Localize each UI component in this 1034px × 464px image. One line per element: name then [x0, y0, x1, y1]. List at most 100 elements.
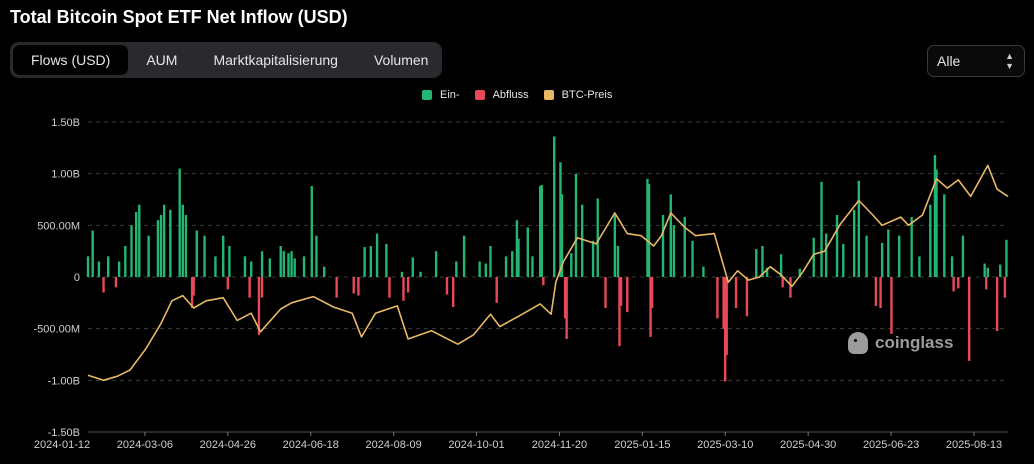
outflow-bar: [604, 277, 607, 308]
inflow-bar: [323, 266, 326, 277]
view-tabs: Flows (USD) AUM Marktkapitalisierung Vol…: [10, 42, 442, 78]
inflow-bar: [531, 256, 534, 277]
inflow-bar: [489, 246, 492, 277]
outflow-bar: [985, 277, 988, 290]
inflow-bar: [222, 235, 225, 277]
tab-aum[interactable]: AUM: [146, 52, 178, 68]
inflow-bar: [616, 246, 620, 277]
inflow-bar: [86, 256, 90, 277]
outflow-bar: [619, 277, 623, 306]
time-range-select[interactable]: Alle ▲ ▼: [927, 45, 1025, 77]
inflow-bar: [462, 235, 466, 277]
legend-swatch-price: [543, 90, 554, 100]
inflow-bar: [195, 230, 198, 277]
inflow-bar: [852, 209, 856, 277]
inflow-bar: [935, 169, 938, 277]
outflow-bar: [745, 277, 749, 317]
inflow-bar: [97, 261, 101, 277]
inflow-bar: [918, 256, 921, 277]
outflow-bar: [226, 277, 230, 290]
time-range-value: Alle: [937, 53, 961, 69]
outflow-bar: [452, 277, 455, 307]
inflow-bar: [181, 204, 184, 277]
inflow-bar: [156, 220, 160, 277]
x-tick-label: 2025-04-30: [780, 439, 836, 451]
inflow-bar: [147, 235, 150, 277]
watermark-text: coinglass: [875, 333, 954, 352]
inflow-bar: [268, 258, 272, 277]
tab-volume[interactable]: Volumen: [373, 52, 429, 68]
inflow-bar: [539, 186, 542, 277]
inflow-bar: [478, 261, 481, 277]
inflow-bar: [570, 253, 573, 277]
inflow-bar: [986, 267, 989, 277]
inflow-bar: [134, 211, 138, 277]
inflow-bar: [540, 185, 543, 277]
outflow-bar: [565, 277, 568, 339]
legend-item-price[interactable]: BTC-Preis: [543, 89, 613, 101]
outflow-bar: [722, 277, 725, 329]
tab-market-cap[interactable]: Marktkapitalisierung: [213, 52, 338, 68]
x-tick-label: 2024-03-06: [117, 439, 173, 451]
inflow-bar: [835, 215, 839, 277]
outflow-bar: [874, 277, 878, 306]
inflow-bar: [1005, 239, 1008, 277]
inflow-bar: [898, 235, 901, 277]
inflow-bar: [455, 261, 458, 277]
inflow-bar: [933, 155, 937, 277]
inflow-bar: [761, 246, 764, 277]
inflow-bar: [691, 240, 694, 277]
inflow-bar: [385, 243, 388, 277]
inflow-bar: [765, 267, 769, 277]
x-tick-label: 2025-08-13: [946, 439, 1002, 451]
inflow-bar: [375, 233, 379, 277]
updown-chevron-icon: ▲ ▼: [1005, 51, 1014, 71]
inflow-bar: [203, 235, 206, 277]
inflow-bar: [504, 256, 508, 277]
x-tick-label: 2024-08-09: [365, 439, 421, 451]
tab-flows[interactable]: Flows (USD): [13, 45, 129, 75]
inflow-bar: [672, 225, 676, 277]
inflow-bar: [857, 180, 861, 277]
inflow-bar: [310, 186, 313, 277]
legend-label-inflow: Ein-: [440, 89, 460, 101]
coinglass-watermark: coinglass: [848, 332, 953, 354]
legend-label-outflow: Abfluss: [492, 89, 529, 101]
outflow-bar: [781, 277, 784, 288]
inflow-bar: [515, 220, 519, 277]
outflow-bar: [388, 277, 391, 298]
x-tick-label: 2024-06-18: [283, 439, 339, 451]
legend-item-inflow[interactable]: Ein-: [422, 89, 460, 101]
legend-label-price: BTC-Preis: [561, 89, 613, 101]
inflow-bar: [243, 256, 247, 277]
outflow-bar: [725, 277, 728, 355]
inflow-bar: [779, 254, 783, 277]
inflow-bar: [184, 215, 188, 277]
outflow-bar: [357, 277, 360, 296]
inflow-bar: [824, 233, 828, 277]
outflow-bar: [257, 277, 261, 335]
inflow-bar: [526, 227, 529, 277]
outflow-bar: [650, 277, 654, 308]
inflow-bar: [702, 266, 705, 277]
inflow-bar: [400, 271, 404, 277]
x-tick-label: 2024-10-01: [448, 439, 504, 451]
inflow-bar: [511, 251, 514, 277]
inflow-bar: [961, 235, 965, 277]
inflow-bar: [169, 209, 172, 277]
outflow-bar: [192, 277, 195, 296]
outflow-bar: [542, 277, 545, 286]
y-tick-label: -1.50B: [48, 427, 80, 439]
outflow-bar: [352, 277, 355, 294]
inflow-bar: [683, 217, 686, 277]
inflow-bar: [159, 215, 163, 277]
x-tick-label: 2025-01-15: [614, 439, 670, 451]
outflow-bar: [879, 277, 882, 308]
legend-item-outflow[interactable]: Abfluss: [474, 89, 529, 101]
outflow-bar: [957, 277, 960, 289]
outflow-bar: [190, 277, 194, 308]
inflow-chart[interactable]: 1.50B1.00B500.00M0-500.00M-1.00B-1.50B20…: [0, 110, 1034, 464]
legend-swatch-inflow: [422, 90, 432, 100]
inflow-bar: [661, 215, 665, 277]
inflow-bar: [315, 235, 318, 277]
